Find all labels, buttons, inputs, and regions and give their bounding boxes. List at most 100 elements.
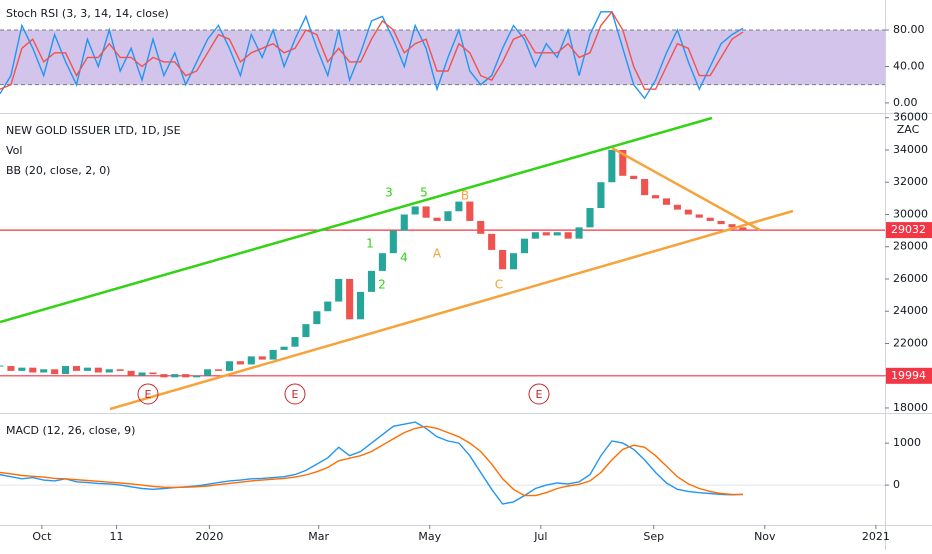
candle xyxy=(695,214,703,218)
candle xyxy=(324,301,332,312)
candle xyxy=(105,369,113,373)
candle xyxy=(575,227,583,239)
trend-line xyxy=(0,116,713,324)
candle xyxy=(422,206,430,218)
candle xyxy=(378,253,386,271)
panel-title: Stoch RSI (3, 3, 14, 14, close) xyxy=(6,7,169,20)
panel-subtitle: BB (20, close, 2, 0) xyxy=(6,164,110,177)
candle xyxy=(542,232,550,236)
panel-title: NEW GOLD ISSUER LTD, 1D, JSE xyxy=(6,124,181,137)
candle xyxy=(488,233,496,250)
wave-label: C xyxy=(495,278,503,292)
candle xyxy=(509,253,518,270)
candle xyxy=(433,217,441,221)
annotation-circle xyxy=(137,383,159,405)
x-tick-label: Sep xyxy=(643,530,664,543)
price-label-bg xyxy=(886,222,932,239)
candle xyxy=(335,278,343,302)
candle xyxy=(116,369,124,371)
candle xyxy=(367,270,376,292)
trend-lines xyxy=(0,116,794,411)
x-tick-label: Oct xyxy=(32,530,52,543)
wave-label: B xyxy=(461,189,469,203)
candle xyxy=(247,356,255,365)
annotation-label: E xyxy=(145,388,152,401)
y-tick-label: 22000 xyxy=(893,336,928,349)
candle xyxy=(400,214,408,231)
candle xyxy=(455,201,463,212)
price-label-bg xyxy=(886,367,932,384)
candle xyxy=(269,349,277,360)
candle xyxy=(652,195,660,199)
candle xyxy=(18,367,26,371)
candle xyxy=(662,198,671,205)
candle xyxy=(619,149,627,176)
candle xyxy=(193,375,201,378)
candle xyxy=(499,249,507,270)
candle xyxy=(0,365,4,367)
candle xyxy=(564,232,572,239)
price-label: 29032 xyxy=(891,223,926,236)
candle xyxy=(389,230,397,254)
candle xyxy=(83,367,91,371)
candle xyxy=(214,369,223,371)
candle xyxy=(728,224,736,228)
band-fill xyxy=(0,30,885,85)
candle xyxy=(280,346,288,350)
y-tick-label: 40.00 xyxy=(893,59,925,72)
candle xyxy=(531,232,539,239)
x-tick-label: 2020 xyxy=(195,530,223,543)
x-tick-label: Mar xyxy=(308,530,329,543)
candle xyxy=(62,366,70,375)
candle xyxy=(51,369,59,375)
y-tick-label: 32000 xyxy=(893,175,928,188)
price-label: 19994 xyxy=(891,369,926,382)
y-tick-label: 18000 xyxy=(893,401,928,414)
candle xyxy=(302,324,310,338)
x-tick-label: May xyxy=(418,530,441,543)
candle xyxy=(171,374,179,378)
series-line xyxy=(0,10,744,90)
series-line xyxy=(0,421,744,505)
candle xyxy=(72,366,81,371)
wave-label: 2 xyxy=(378,278,386,292)
y-tick-label: 34000 xyxy=(893,143,928,156)
trend-line xyxy=(109,209,794,411)
y-tick-label: 0 xyxy=(893,478,900,491)
candle xyxy=(346,278,354,320)
candle xyxy=(149,372,157,375)
candle xyxy=(608,149,616,183)
y-tick-label: 36000 xyxy=(893,111,928,124)
candle xyxy=(411,206,419,215)
y-tick-label: 30000 xyxy=(893,207,928,220)
candle xyxy=(717,220,725,225)
candle xyxy=(40,369,48,373)
annotations: 1 2 3 4 5 A B C E E E xyxy=(145,186,543,402)
y-tick-label: 24000 xyxy=(893,304,928,317)
candle xyxy=(673,204,681,210)
candle xyxy=(357,291,365,320)
candle xyxy=(236,361,244,365)
candle xyxy=(127,370,135,376)
wave-label: 5 xyxy=(420,186,428,200)
candle xyxy=(597,182,605,209)
annotation-circle xyxy=(284,383,306,405)
candle xyxy=(225,361,233,371)
x-tick-label: Nov xyxy=(754,530,776,543)
annotation-circle xyxy=(528,383,550,405)
candle xyxy=(94,367,102,373)
panel-subtitle: Vol xyxy=(6,144,22,157)
candle xyxy=(258,356,266,360)
panel-title: MACD (12, 26, close, 9) xyxy=(6,424,135,437)
y-tick-label: 80.00 xyxy=(893,23,925,36)
wave-label: 3 xyxy=(385,186,393,200)
series-line xyxy=(0,11,744,100)
candle xyxy=(520,238,528,254)
candle xyxy=(641,179,649,196)
candle xyxy=(29,367,37,373)
candle xyxy=(684,209,692,215)
currency-label: ZAC xyxy=(897,123,920,136)
